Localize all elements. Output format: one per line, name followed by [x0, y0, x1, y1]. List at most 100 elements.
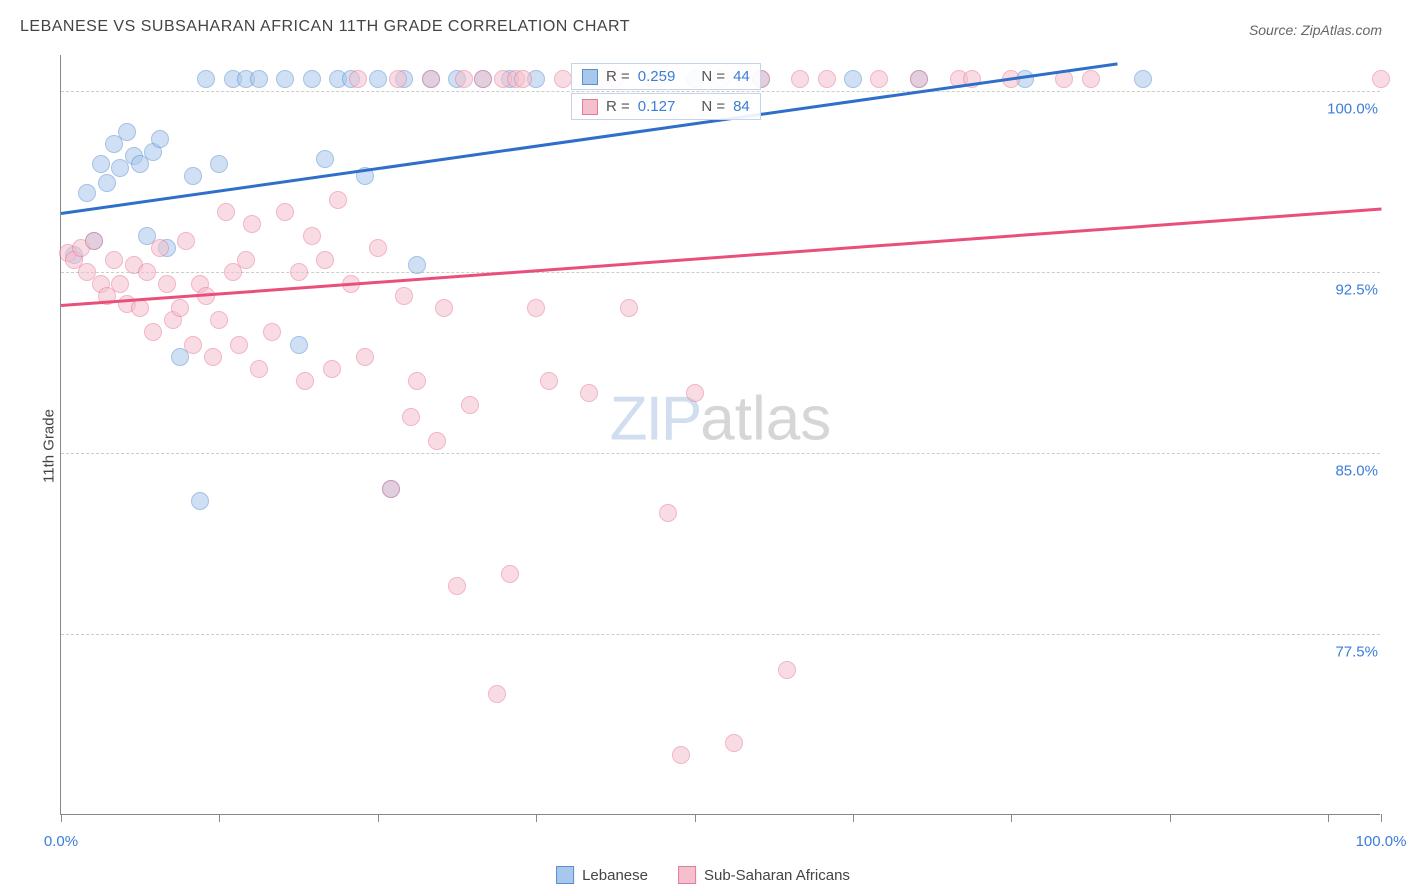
- stats-r-value: 0.127: [638, 98, 676, 115]
- scatter-point: [818, 70, 836, 88]
- y-tick-label: 92.5%: [1331, 282, 1382, 299]
- scatter-point: [672, 746, 690, 764]
- scatter-point: [118, 123, 136, 141]
- watermark-part2: atlas: [700, 385, 831, 454]
- scatter-plot: ZIPatlas 77.5%85.0%92.5%100.0%0.0%100.0%…: [60, 55, 1380, 815]
- scatter-point: [290, 336, 308, 354]
- scatter-point: [389, 70, 407, 88]
- gridline: [61, 453, 1380, 454]
- scatter-point: [369, 70, 387, 88]
- scatter-point: [488, 685, 506, 703]
- scatter-point: [316, 150, 334, 168]
- scatter-point: [620, 299, 638, 317]
- gridline: [61, 272, 1380, 273]
- scatter-point: [217, 203, 235, 221]
- scatter-point: [540, 372, 558, 390]
- scatter-point: [105, 251, 123, 269]
- x-tick: [378, 814, 379, 822]
- scatter-point: [78, 184, 96, 202]
- scatter-point: [250, 70, 268, 88]
- y-tick-label: 100.0%: [1323, 101, 1382, 118]
- chart-title: LEBANESE VS SUBSAHARAN AFRICAN 11TH GRAD…: [20, 18, 630, 36]
- scatter-point: [263, 323, 281, 341]
- legend-label: Lebanese: [582, 867, 648, 884]
- scatter-point: [290, 263, 308, 281]
- scatter-point: [237, 251, 255, 269]
- scatter-point: [276, 203, 294, 221]
- scatter-point: [138, 263, 156, 281]
- scatter-point: [501, 565, 519, 583]
- scatter-point: [197, 70, 215, 88]
- stats-n-value: 44: [733, 68, 750, 85]
- scatter-point: [184, 336, 202, 354]
- x-tick: [219, 814, 220, 822]
- legend-label: Sub-Saharan Africans: [704, 867, 850, 884]
- scatter-point: [422, 70, 440, 88]
- scatter-point: [184, 167, 202, 185]
- scatter-point: [725, 734, 743, 752]
- y-tick-label: 77.5%: [1331, 644, 1382, 661]
- x-tick: [1328, 814, 1329, 822]
- scatter-point: [276, 70, 294, 88]
- scatter-point: [844, 70, 862, 88]
- scatter-point: [303, 70, 321, 88]
- scatter-point: [316, 251, 334, 269]
- legend-swatch: [678, 866, 696, 884]
- gridline: [61, 634, 1380, 635]
- scatter-point: [791, 70, 809, 88]
- scatter-point: [177, 232, 195, 250]
- legend-item: Lebanese: [556, 866, 648, 884]
- stats-n-value: 84: [733, 98, 750, 115]
- scatter-point: [131, 299, 149, 317]
- scatter-point: [204, 348, 222, 366]
- stats-box: R = 0.127N = 84: [571, 93, 761, 120]
- scatter-point: [323, 360, 341, 378]
- scatter-point: [356, 348, 374, 366]
- stats-n-label: N =: [701, 68, 725, 85]
- scatter-point: [85, 232, 103, 250]
- scatter-point: [408, 372, 426, 390]
- x-tick: [1381, 814, 1382, 822]
- source-label: Source: ZipAtlas.com: [1249, 22, 1382, 38]
- x-tick: [61, 814, 62, 822]
- scatter-point: [527, 299, 545, 317]
- x-tick: [1011, 814, 1012, 822]
- scatter-point: [210, 311, 228, 329]
- scatter-point: [455, 70, 473, 88]
- scatter-point: [303, 227, 321, 245]
- legend: Lebanese Sub-Saharan Africans: [556, 866, 850, 884]
- stats-r-label: R =: [606, 68, 630, 85]
- scatter-point: [1134, 70, 1152, 88]
- scatter-point: [98, 174, 116, 192]
- stats-box: R = 0.259 N = 44: [571, 63, 761, 90]
- scatter-point: [778, 661, 796, 679]
- x-tick-label: 0.0%: [44, 833, 78, 850]
- stats-swatch: [582, 69, 598, 85]
- x-tick: [1170, 814, 1171, 822]
- legend-swatch: [556, 866, 574, 884]
- scatter-point: [870, 70, 888, 88]
- scatter-point: [210, 155, 228, 173]
- scatter-point: [428, 432, 446, 450]
- legend-item: Sub-Saharan Africans: [678, 866, 850, 884]
- scatter-point: [448, 577, 466, 595]
- y-tick-label: 85.0%: [1331, 463, 1382, 480]
- scatter-point: [382, 480, 400, 498]
- stats-r-value: 0.259: [638, 68, 676, 85]
- scatter-point: [435, 299, 453, 317]
- scatter-point: [1372, 70, 1390, 88]
- stats-r-label: R =: [606, 98, 630, 115]
- scatter-point: [250, 360, 268, 378]
- scatter-point: [461, 396, 479, 414]
- watermark: ZIPatlas: [610, 384, 831, 455]
- scatter-point: [144, 323, 162, 341]
- scatter-point: [659, 504, 677, 522]
- x-tick: [853, 814, 854, 822]
- scatter-point: [349, 70, 367, 88]
- stats-swatch: [582, 99, 598, 115]
- scatter-point: [151, 239, 169, 257]
- scatter-point: [554, 70, 572, 88]
- scatter-point: [408, 256, 426, 274]
- scatter-point: [151, 130, 169, 148]
- scatter-point: [395, 287, 413, 305]
